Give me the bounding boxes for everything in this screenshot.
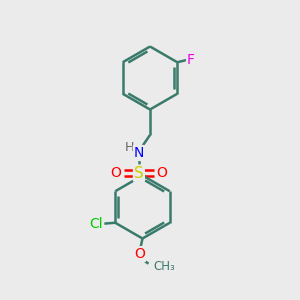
Text: F: F [187, 53, 195, 67]
Text: N: N [134, 146, 144, 160]
Text: O: O [134, 247, 145, 261]
Text: Cl: Cl [89, 217, 103, 231]
Text: S: S [134, 166, 144, 181]
Text: H: H [124, 141, 134, 154]
Text: CH₃: CH₃ [154, 260, 175, 273]
Text: O: O [110, 166, 121, 180]
Text: O: O [157, 166, 167, 180]
